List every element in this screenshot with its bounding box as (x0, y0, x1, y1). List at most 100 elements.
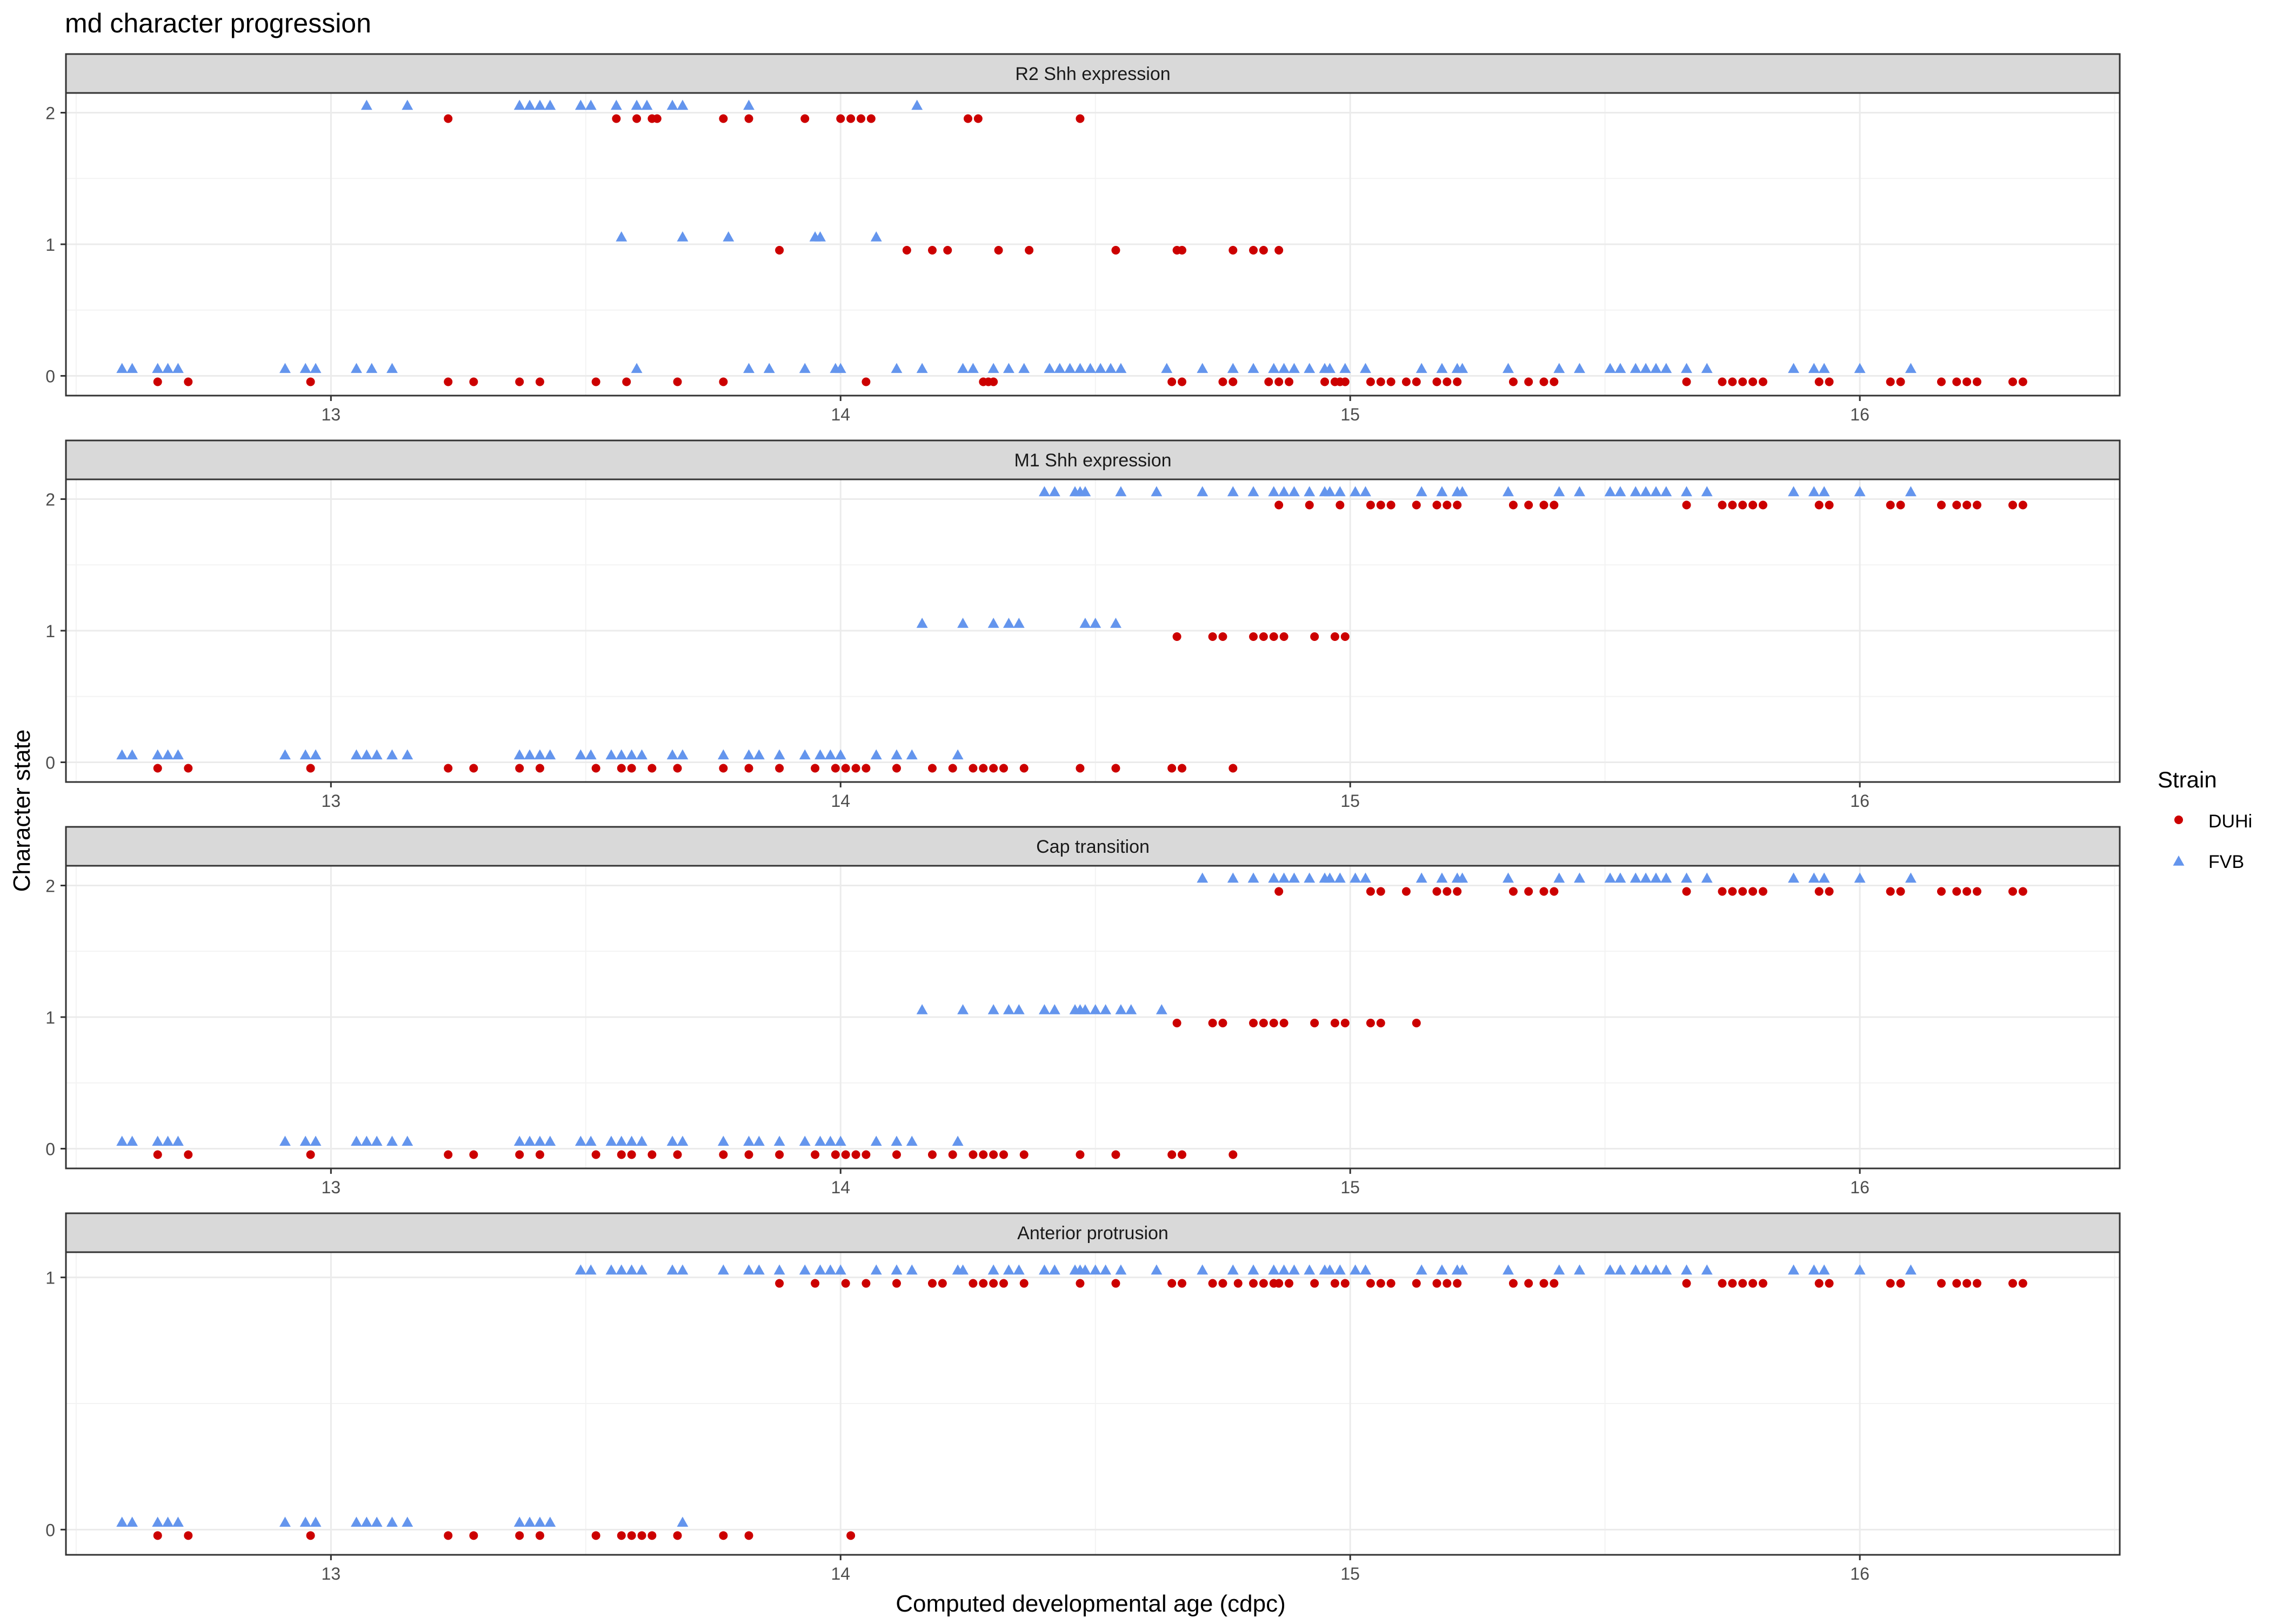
point-fvb (1094, 363, 1106, 373)
point-fvb (616, 1135, 627, 1146)
point-duhi (811, 764, 820, 773)
point-fvb (1788, 363, 1799, 373)
point-duhi (1310, 1019, 1319, 1027)
point-fvb (152, 363, 164, 373)
point-fvb (172, 1516, 184, 1527)
point-fvb (1115, 486, 1127, 497)
point-fvb (310, 1135, 322, 1146)
point-fvb (799, 1264, 811, 1275)
point-duhi (1550, 887, 1559, 896)
point-fvb (299, 363, 311, 373)
point-duhi (184, 1531, 193, 1540)
point-duhi (927, 764, 937, 773)
point-fvb (1640, 486, 1652, 497)
point-fvb (1650, 872, 1662, 883)
point-duhi (989, 377, 998, 386)
point-duhi (306, 1150, 315, 1159)
point-fvb (1818, 363, 1830, 373)
point-duhi (1167, 1150, 1177, 1159)
point-duhi (1524, 887, 1533, 896)
point-fvb (957, 618, 969, 628)
point-duhi (1550, 377, 1559, 386)
point-duhi (1208, 632, 1217, 641)
point-duhi (1167, 377, 1177, 386)
point-duhi (811, 1279, 820, 1288)
point-duhi (535, 1531, 544, 1540)
point-fvb (513, 1135, 525, 1146)
point-duhi (1218, 377, 1227, 386)
point-duhi (989, 764, 998, 773)
point-fvb (870, 1135, 882, 1146)
point-fvb (1808, 486, 1820, 497)
point-duhi (1178, 1150, 1187, 1159)
point-fvb (1227, 872, 1239, 883)
point-duhi (1728, 500, 1737, 510)
point-fvb (891, 749, 903, 760)
point-duhi (184, 1150, 193, 1159)
point-duhi (1962, 887, 1972, 896)
point-duhi (515, 1150, 524, 1159)
panel-title: M1 Shh expression (1014, 450, 1171, 471)
point-fvb (1038, 1264, 1050, 1275)
point-duhi (1167, 1279, 1177, 1288)
point-duhi (673, 1150, 682, 1159)
point-duhi (1249, 246, 1258, 255)
point-fvb (1808, 1264, 1820, 1275)
point-duhi (979, 1279, 988, 1288)
point-fvb (402, 749, 413, 760)
point-fvb (1650, 486, 1662, 497)
point-fvb (402, 1516, 413, 1527)
point-fvb (1049, 486, 1060, 497)
point-fvb (544, 99, 556, 110)
point-fvb (952, 1135, 964, 1146)
point-fvb (1360, 486, 1371, 497)
point-duhi (444, 1150, 453, 1159)
y-tick-label: 0 (45, 753, 55, 772)
point-fvb (723, 231, 735, 242)
point-duhi (444, 1531, 453, 1540)
y-tick-label: 1 (45, 1268, 55, 1288)
point-fvb (1278, 872, 1290, 883)
x-tick-label: 13 (322, 405, 341, 424)
point-fvb (1247, 1264, 1259, 1275)
point-duhi (1376, 1279, 1385, 1288)
point-fvb (1457, 872, 1468, 883)
point-fvb (299, 749, 311, 760)
point-fvb (1503, 486, 1514, 497)
point-fvb (299, 1516, 311, 1527)
point-duhi (831, 1150, 840, 1159)
point-fvb (717, 1264, 729, 1275)
point-fvb (636, 749, 647, 760)
point-fvb (631, 363, 643, 373)
point-duhi (1259, 1279, 1268, 1288)
point-fvb (906, 1264, 918, 1275)
point-fvb (1818, 872, 1830, 883)
point-fvb (1049, 1004, 1060, 1014)
point-duhi (927, 1150, 937, 1159)
point-fvb (763, 363, 775, 373)
point-duhi (1172, 632, 1181, 641)
point-duhi (1229, 246, 1238, 255)
point-duhi (1340, 632, 1350, 641)
point-duhi (775, 246, 784, 255)
point-duhi (1076, 1150, 1085, 1159)
point-duhi (866, 114, 876, 123)
point-duhi (1249, 1019, 1258, 1027)
point-duhi (1330, 1279, 1339, 1288)
point-duhi (1443, 887, 1452, 896)
point-fvb (1304, 1264, 1316, 1275)
point-duhi (1025, 246, 1034, 255)
point-duhi (1453, 1279, 1462, 1288)
point-duhi (1412, 377, 1421, 386)
point-duhi (1539, 887, 1548, 896)
panel-strip (65, 53, 2121, 94)
point-duhi (1208, 1019, 1217, 1027)
point-fvb (1247, 872, 1259, 883)
point-duhi (1269, 632, 1278, 641)
y-tick-label: 2 (45, 877, 55, 896)
point-duhi (591, 1531, 600, 1540)
point-duhi (1972, 377, 1981, 386)
legend-key-duhi-circle (2174, 816, 2183, 824)
point-duhi (979, 764, 988, 773)
